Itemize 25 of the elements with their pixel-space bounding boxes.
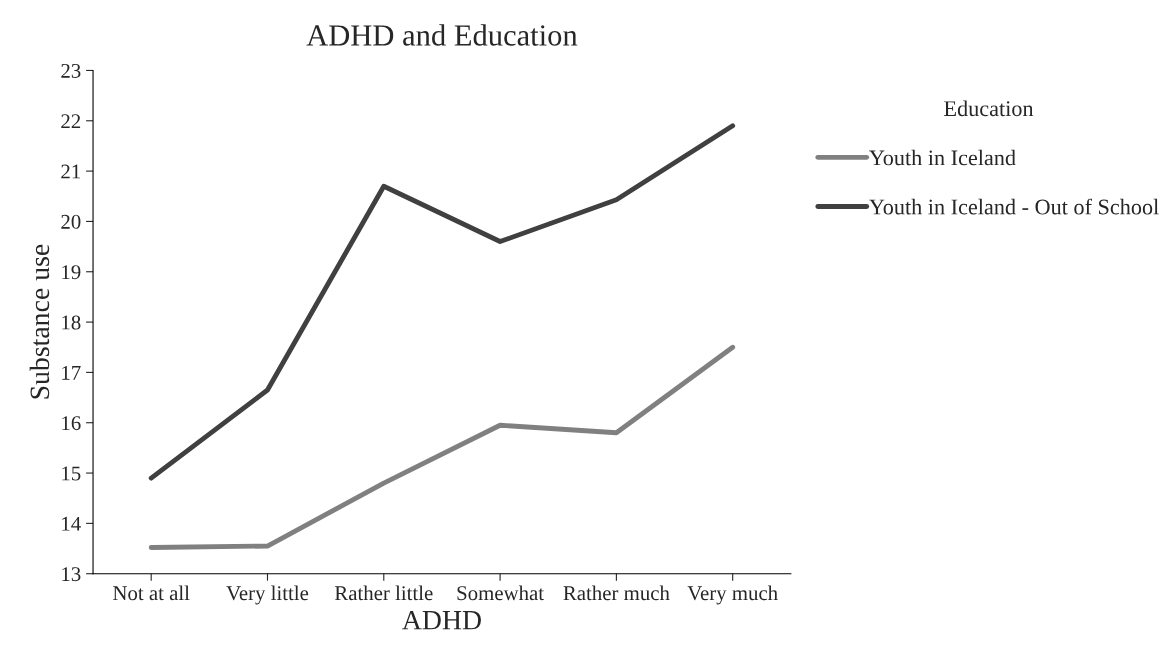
legend-label: Youth in Iceland (869, 149, 1016, 166)
y-tick-label: 14 (62, 516, 81, 531)
x-tick-label: Very little (226, 585, 309, 605)
x-tick-label: Not at all (113, 585, 190, 601)
x-axis-title: ADHD (402, 610, 481, 630)
legend-title: Education (944, 100, 1034, 117)
y-tick-label: 18 (62, 315, 81, 330)
y-tick-label: 23 (61, 63, 81, 78)
chart-title: ADHD and Education (306, 24, 578, 46)
line-series (148, 123, 736, 481)
y-tick-label: 19 (62, 265, 81, 280)
line-series (148, 344, 736, 550)
x-tick-label: Rather little (334, 585, 433, 601)
y-tick-label: 13 (62, 567, 81, 582)
x-tick-label: Rather much (563, 585, 670, 601)
x-tick-label: Somewhat (457, 585, 544, 601)
y-tick-label: 20 (61, 214, 81, 229)
y-axis-title: Substance use (29, 244, 50, 399)
legend-label: Youth in Iceland - Out of School (869, 198, 1159, 215)
y-tick-label: 15 (62, 466, 81, 481)
y-tick-label: 22 (61, 114, 81, 129)
y-tick-label: 17 (62, 365, 81, 380)
y-tick-label: 21 (61, 164, 80, 179)
y-tick-label: 16 (62, 416, 81, 431)
x-tick-label: Very much (687, 585, 778, 605)
